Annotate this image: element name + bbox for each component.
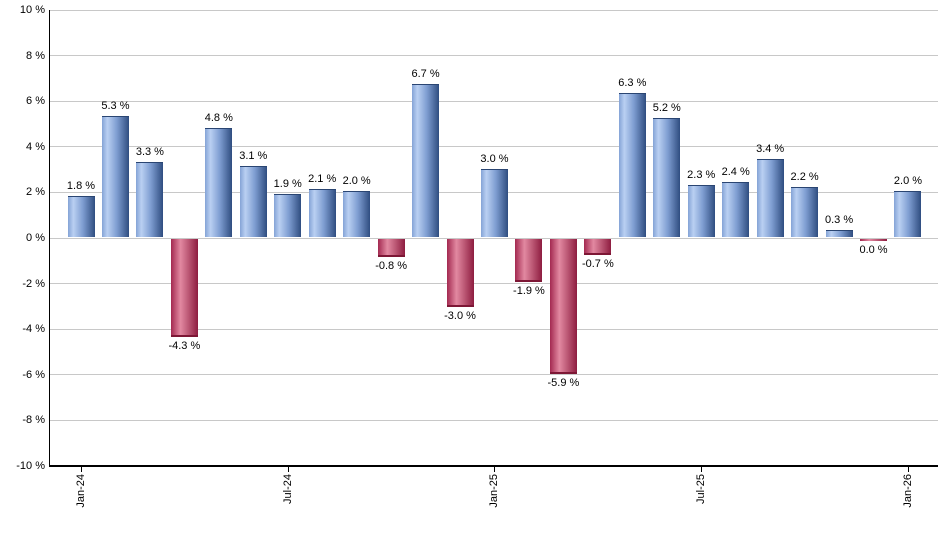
- bar-value-label: 2.4 %: [721, 166, 750, 179]
- x-tick-mark: [494, 467, 496, 472]
- y-tick-label: 2 %: [26, 186, 45, 199]
- bar-value-label: 2.0 %: [342, 175, 371, 188]
- bar-value-label: -1.9 %: [513, 285, 545, 298]
- bar-value-label: 1.9 %: [273, 177, 302, 190]
- y-tick-label: -4 %: [22, 323, 45, 336]
- bar: [377, 239, 405, 258]
- x-tick-label: Jan-26: [901, 474, 914, 508]
- bar-value-label: 2.1 %: [308, 173, 337, 186]
- bar: [343, 191, 371, 237]
- y-tick-label: -8 %: [22, 414, 45, 427]
- y-axis-line: [49, 10, 50, 467]
- bar: [756, 159, 784, 237]
- bar: [67, 195, 95, 237]
- bar-value-label: 3.1 %: [239, 150, 268, 163]
- x-tick-mark: [701, 467, 703, 472]
- bar: [549, 239, 577, 374]
- bar: [618, 93, 646, 237]
- bar: [274, 193, 302, 237]
- x-tick-label: Jan-25: [488, 474, 501, 508]
- gridline: [49, 9, 938, 11]
- gridline: [49, 328, 938, 330]
- bar-value-label: 3.3 %: [135, 145, 164, 158]
- gridline: [49, 237, 938, 239]
- x-tick-label: Jan-24: [75, 474, 87, 508]
- bar: [170, 239, 198, 338]
- bar: [136, 161, 164, 237]
- bar-value-label: -0.7 %: [581, 257, 614, 270]
- bar-value-label: 3.0 %: [480, 152, 509, 165]
- y-tick-label: 8 %: [26, 49, 45, 62]
- bar-value-label: 5.3 %: [101, 100, 130, 113]
- gridline: [49, 55, 938, 57]
- bar: [791, 186, 819, 237]
- y-tick-label: 10 %: [19, 4, 45, 16]
- bar: [308, 189, 336, 237]
- bar: [239, 166, 267, 237]
- bar: [446, 239, 474, 308]
- bar-value-label: 4.8 %: [204, 111, 233, 124]
- bar: [653, 118, 681, 237]
- bar-value-label: 2.3 %: [687, 168, 716, 181]
- x-tick-mark: [287, 467, 289, 472]
- bar-value-label: 6.3 %: [618, 77, 647, 90]
- x-tick-label: Jul-24: [281, 474, 294, 504]
- gridline: [49, 146, 938, 148]
- y-tick-label: -10 %: [16, 460, 45, 472]
- bar-value-label: -0.8 %: [375, 260, 407, 273]
- bar-value-label: 0.3 %: [824, 214, 854, 227]
- x-tick-label: Jul-25: [695, 474, 708, 504]
- bar-value-label: 3.4 %: [756, 143, 785, 156]
- bar-value-label: 6.7 %: [411, 68, 440, 81]
- y-tick-label: 4 %: [26, 140, 45, 153]
- bar: [860, 239, 888, 241]
- bar: [687, 184, 715, 237]
- bar: [412, 84, 440, 237]
- bar: [205, 127, 233, 237]
- gridline: [49, 283, 938, 285]
- bar: [480, 168, 508, 237]
- bar-value-label: 5.2 %: [652, 102, 681, 115]
- y-tick-label: 6 %: [26, 95, 45, 108]
- bar-value-label: -5.9 %: [547, 376, 580, 389]
- gridline: [49, 419, 938, 421]
- bar: [515, 239, 543, 283]
- bar-value-label: 2.0 %: [893, 175, 923, 188]
- y-tick-label: -2 %: [22, 277, 45, 290]
- bar: [101, 116, 129, 237]
- bar-value-label: 2.2 %: [790, 170, 819, 183]
- bar: [894, 191, 922, 237]
- gridline: [49, 100, 938, 102]
- gridline: [49, 374, 938, 376]
- x-tick-mark: [907, 467, 909, 472]
- bar: [584, 239, 612, 255]
- x-tick-mark: [81, 467, 82, 472]
- x-axis-line: [49, 465, 938, 467]
- y-tick-label: -6 %: [22, 368, 45, 381]
- y-tick-label: 0 %: [26, 232, 45, 244]
- bar: [825, 230, 853, 237]
- bar-value-label: -4.3 %: [168, 340, 201, 353]
- bar-value-label: -3.0 %: [444, 310, 476, 323]
- bar: [722, 182, 750, 237]
- bar-value-label: 0.0 %: [859, 243, 888, 256]
- bar-value-label: 1.8 %: [66, 179, 96, 192]
